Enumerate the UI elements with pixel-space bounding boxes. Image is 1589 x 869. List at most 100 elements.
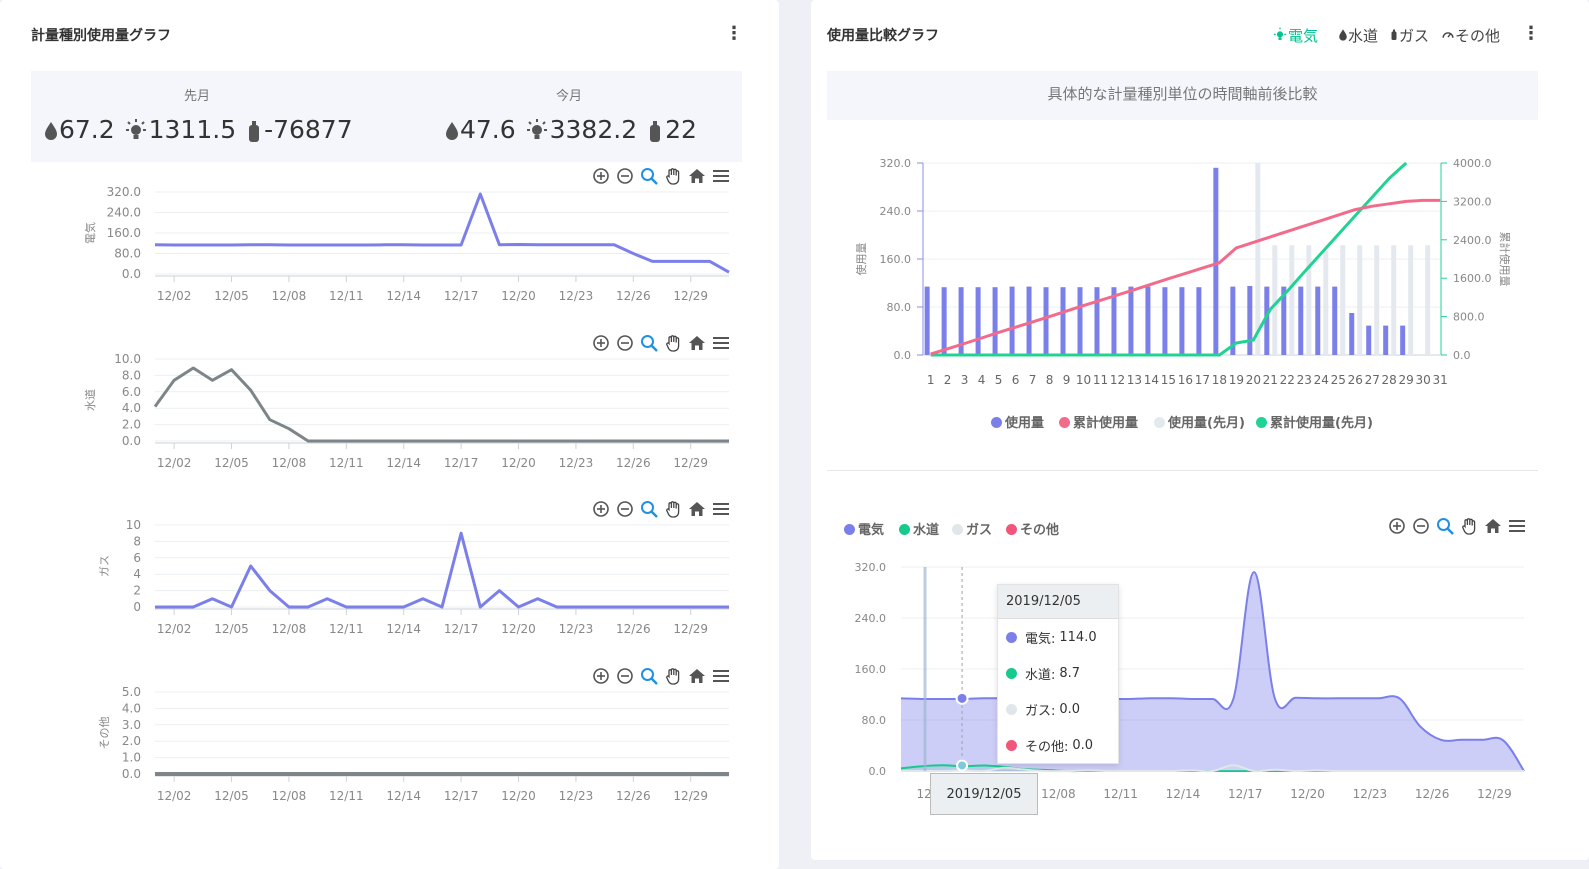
y-tick-label: 320.0 bbox=[855, 561, 887, 574]
usage-by-type-card: 計量種別使用量グラフ ⋮ 先月 今月 67.2 1311.5 -76877 47… bbox=[0, 0, 779, 869]
legend-last-cumulative[interactable]: 累計使用量(先月) bbox=[1256, 412, 1373, 431]
pan-hand-icon[interactable] bbox=[664, 667, 682, 685]
bar-last-month bbox=[1323, 251, 1329, 355]
zoom-out-icon[interactable] bbox=[1412, 517, 1430, 535]
x-tick-label: 27 bbox=[1365, 373, 1380, 387]
reset-home-icon[interactable] bbox=[688, 167, 706, 185]
x-tick-label: 28 bbox=[1382, 373, 1397, 387]
bar-usage bbox=[1060, 287, 1066, 355]
legend-other[interactable]: その他 bbox=[1006, 519, 1059, 538]
menu-icon[interactable] bbox=[712, 334, 730, 352]
bar-last-month bbox=[1272, 245, 1278, 355]
menu-icon[interactable] bbox=[1508, 517, 1526, 535]
pan-hand-icon[interactable] bbox=[664, 334, 682, 352]
bar-last-month bbox=[1425, 245, 1431, 355]
reset-home-icon[interactable] bbox=[688, 334, 706, 352]
menu-icon[interactable] bbox=[712, 167, 730, 185]
compare-subheader: 具体的な計量種別単位の時間軸前後比較 bbox=[827, 71, 1538, 120]
x-tick-label: 19 bbox=[1229, 373, 1244, 387]
selection-zoom-icon[interactable] bbox=[640, 500, 658, 518]
x-tick-label: 12/26 bbox=[616, 622, 651, 636]
legend-cumulative[interactable]: 累計使用量 bbox=[1059, 412, 1138, 431]
zoom-in-icon[interactable] bbox=[592, 500, 610, 518]
tooltip-label: 電気: bbox=[1025, 631, 1056, 647]
legend-marker bbox=[952, 524, 963, 535]
zoom-in-icon[interactable] bbox=[592, 334, 610, 352]
zoom-out-icon[interactable] bbox=[616, 500, 634, 518]
line-cumulative bbox=[930, 198, 1441, 356]
selection-zoom-icon[interactable] bbox=[640, 334, 658, 352]
x-tick-label: 12/20 bbox=[1290, 787, 1325, 801]
legend-usage[interactable]: 使用量 bbox=[991, 412, 1044, 431]
x-tick-label: 17 bbox=[1195, 373, 1210, 387]
tooltip-value: 0.0 bbox=[1059, 701, 1081, 717]
selection-zoom-icon[interactable] bbox=[640, 167, 658, 185]
water-drop-icon bbox=[1339, 29, 1347, 41]
x-tick-label: 12/08 bbox=[272, 789, 307, 803]
chart-toolbar bbox=[592, 500, 730, 518]
more-menu-icon[interactable]: ⋮ bbox=[1522, 23, 1540, 44]
x-tick-label: 12/20 bbox=[501, 789, 536, 803]
more-menu-icon[interactable]: ⋮ bbox=[725, 23, 743, 44]
y2-tick-label: 3200.0 bbox=[1453, 195, 1492, 208]
y-axis-label: その他 bbox=[98, 717, 111, 750]
selection-zoom-icon[interactable] bbox=[1436, 517, 1454, 535]
tab-water[interactable]: 水道 bbox=[1338, 25, 1378, 46]
electric-line-chart[interactable]: 320.0 240.0 160.0 80.0 0.0 電気 12/02 12/05 12/08 1… bbox=[0, 165, 779, 315]
pan-hand-icon[interactable] bbox=[664, 500, 682, 518]
zoom-in-icon[interactable] bbox=[592, 667, 610, 685]
reset-home-icon[interactable] bbox=[688, 667, 706, 685]
zoom-out-icon[interactable] bbox=[616, 667, 634, 685]
x-tick-label: 25 bbox=[1331, 373, 1346, 387]
y-tick-label: 240.0 bbox=[107, 206, 141, 220]
bar-usage bbox=[1264, 286, 1270, 355]
tab-gas[interactable]: ガス bbox=[1389, 25, 1429, 46]
legend-label: 使用量(先月) bbox=[1168, 416, 1245, 431]
x-tick-label: 12/23 bbox=[559, 789, 594, 803]
card-title: 計量種別使用量グラフ bbox=[31, 28, 171, 44]
x-tick-label: 12/05 bbox=[214, 289, 249, 303]
tooltip-marker bbox=[1006, 667, 1017, 679]
x-tick-label: 12/11 bbox=[1103, 787, 1138, 801]
zoom-out-icon[interactable] bbox=[616, 167, 634, 185]
x-tick-label: 7 bbox=[1029, 373, 1037, 387]
tab-label: その他 bbox=[1455, 27, 1501, 45]
area-chart[interactable]: 320.0240.0160.080.00.012/0212/0512/0812/… bbox=[811, 550, 1589, 810]
tab-electric[interactable]: 電気 bbox=[1272, 25, 1318, 46]
y-tick-label: 6.0 bbox=[122, 385, 141, 399]
gas-line-chart[interactable]: 10 8 6 4 2 0 ガス 12/02 12/05 12/08 12/11 12/14 12/17 1… bbox=[0, 498, 779, 648]
other-line-chart[interactable]: 5.0 4.0 3.0 2.0 1.0 0.0 その他 12/02 12/05 12/08 12/1… bbox=[0, 665, 779, 815]
legend-last-usage[interactable]: 使用量(先月) bbox=[1154, 412, 1245, 431]
legend-gas[interactable]: ガス bbox=[952, 519, 992, 538]
zoom-in-icon[interactable] bbox=[592, 167, 610, 185]
legend-electric[interactable]: 電気 bbox=[844, 519, 884, 538]
tab-other[interactable]: その他 bbox=[1441, 25, 1500, 46]
bar-usage bbox=[1026, 286, 1032, 355]
menu-icon[interactable] bbox=[712, 500, 730, 518]
x-tick-label: 12/26 bbox=[616, 456, 651, 470]
bar-usage bbox=[1315, 286, 1321, 355]
pan-hand-icon[interactable] bbox=[1460, 517, 1478, 535]
menu-icon[interactable] bbox=[712, 667, 730, 685]
selection-zoom-icon[interactable] bbox=[640, 667, 658, 685]
reset-home-icon[interactable] bbox=[688, 500, 706, 518]
area-electric-fill bbox=[901, 572, 1524, 771]
zoom-in-icon[interactable] bbox=[1388, 517, 1406, 535]
water-line-chart[interactable]: 10.0 8.0 6.0 4.0 2.0 0.0 水道 12/02 12/05 12/08 12/1… bbox=[0, 332, 779, 482]
line-last-cumulative bbox=[930, 161, 1408, 357]
x-tick-label: 12/02 bbox=[157, 789, 192, 803]
x-tick-label: 12/14 bbox=[386, 456, 421, 470]
this-electric-value: 3382.2 bbox=[549, 115, 638, 144]
reset-home-icon[interactable] bbox=[1484, 517, 1502, 535]
x-tick-label: 12/11 bbox=[329, 456, 364, 470]
zoom-out-icon[interactable] bbox=[616, 334, 634, 352]
chart-tooltip: 2019/12/05 電気: 114.0 水道: 8.7 ガス: 0.0 その他: 0.… bbox=[997, 584, 1119, 764]
x-tick-label: 12/08 bbox=[272, 456, 307, 470]
legend-marker bbox=[1154, 417, 1165, 428]
x-tick-label: 12/17 bbox=[444, 622, 479, 636]
x-tick-label: 20 bbox=[1246, 373, 1261, 387]
compare-bar-chart[interactable]: 320.0240.0160.080.00.04000.03200.02400.0… bbox=[811, 140, 1589, 400]
chart-toolbar bbox=[592, 334, 730, 352]
pan-hand-icon[interactable] bbox=[664, 167, 682, 185]
legend-water[interactable]: 水道 bbox=[899, 519, 939, 538]
